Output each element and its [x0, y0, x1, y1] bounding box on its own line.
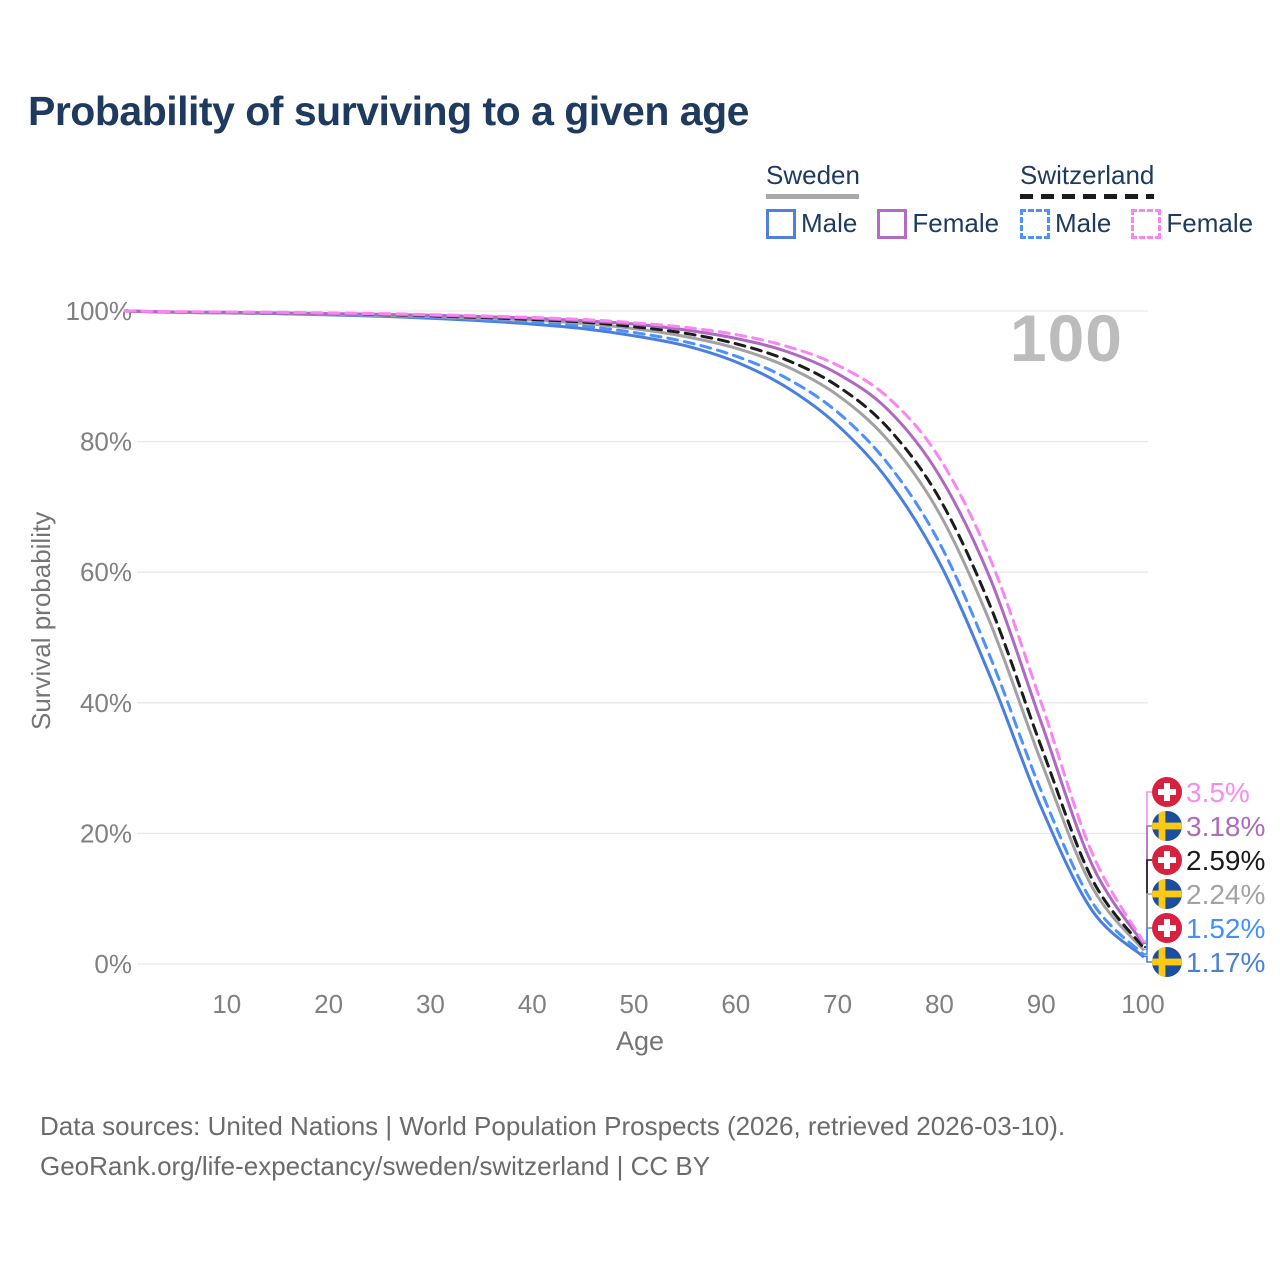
y-tick-label: 40% [80, 688, 132, 718]
legend-group-switzerland: Switzerland Male Female [1020, 160, 1253, 239]
end-label-sweden-female: 3.18% [1186, 811, 1265, 842]
x-tick-label: 20 [314, 989, 343, 1019]
y-tick-label: 20% [80, 818, 132, 848]
x-tick-label: 40 [518, 989, 547, 1019]
data-sources-line1: Data sources: United Nations | World Pop… [40, 1111, 1066, 1141]
curve-switzerland-male[interactable] [123, 309, 1145, 956]
x-tick-label: 90 [1027, 989, 1056, 1019]
legend-country-sweden[interactable]: Sweden [766, 160, 860, 190]
curve-sweden-total[interactable] [123, 309, 1145, 951]
curve-sweden-male[interactable] [123, 309, 1145, 958]
curve-sweden-female[interactable] [123, 309, 1145, 945]
x-tick-label: 50 [620, 989, 649, 1019]
swiss-flag-icon [1152, 777, 1182, 807]
page-title: Probability of surviving to a given age [28, 88, 749, 134]
end-label-switzerland-male: 1.52% [1186, 913, 1265, 944]
x-tick-label: 80 [925, 989, 954, 1019]
y-tick-label: 80% [80, 427, 132, 457]
sweden-flag-icon [1152, 947, 1182, 977]
switzerland-female-swatch-icon [1131, 208, 1162, 239]
x-tick-label: 30 [416, 989, 445, 1019]
swiss-flag-icon [1152, 845, 1182, 875]
x-axis-title: Age [615, 1026, 665, 1056]
sweden-flag-icon [1152, 879, 1182, 909]
legend-item-sweden-male[interactable]: Male [766, 208, 857, 239]
end-label-sweden-total: 2.24% [1186, 879, 1265, 910]
legend-item-switzerland-female[interactable]: Female [1131, 208, 1253, 239]
end-label-connector [1144, 955, 1152, 963]
sweden-flag-icon [1152, 811, 1182, 841]
data-sources-note: Data sources: United Nations | World Pop… [40, 1106, 1065, 1186]
end-label-connector [1144, 825, 1152, 945]
end-label-connector [1144, 893, 1152, 951]
y-axis-title: Survival probability [26, 511, 56, 731]
curve-switzerland-female[interactable] [123, 309, 1145, 943]
x-tick-label: 100 [1121, 989, 1164, 1019]
sweden-male-swatch-icon [766, 208, 796, 239]
end-label-connector [1144, 791, 1152, 942]
sweden-female-swatch-icon [877, 208, 908, 239]
y-tick-label: 60% [80, 557, 132, 587]
end-label-connector [1144, 859, 1152, 948]
legend-label-sweden-female: Female [912, 208, 1000, 238]
end-label-connector [1144, 927, 1152, 955]
sweden-line-style-swatch [766, 194, 859, 199]
legend-label-switzerland-female: Female [1166, 208, 1254, 238]
switzerland-male-swatch-icon [1020, 208, 1050, 239]
end-label-sweden-male: 1.17% [1186, 947, 1265, 978]
legend-item-switzerland-male[interactable]: Male [1020, 208, 1111, 239]
end-label-switzerland-female: 3.5% [1186, 777, 1250, 808]
legend-label-sweden-male: Male [801, 208, 858, 238]
legend-group-sweden: Sweden Male Female [766, 160, 999, 239]
legend-item-sweden-female[interactable]: Female [877, 208, 999, 239]
y-tick-label: 100% [66, 296, 133, 326]
x-tick-label: 10 [212, 989, 241, 1019]
legend-label-switzerland-male: Male [1055, 208, 1112, 238]
y-tick-label: 0% [94, 949, 132, 979]
legend-country-switzerland[interactable]: Switzerland [1020, 160, 1155, 190]
swiss-flag-icon [1152, 913, 1182, 943]
switzerland-line-style-swatch [1020, 194, 1154, 199]
curve-switzerland-total[interactable] [123, 309, 1145, 949]
x-tick-label: 60 [721, 989, 750, 1019]
x-tick-label: 70 [823, 989, 852, 1019]
data-sources-line2[interactable]: GeoRank.org/life-expectancy/sweden/switz… [40, 1151, 711, 1181]
end-label-switzerland-total: 2.59% [1186, 845, 1265, 876]
age-indicator: 100 [1009, 301, 1123, 375]
